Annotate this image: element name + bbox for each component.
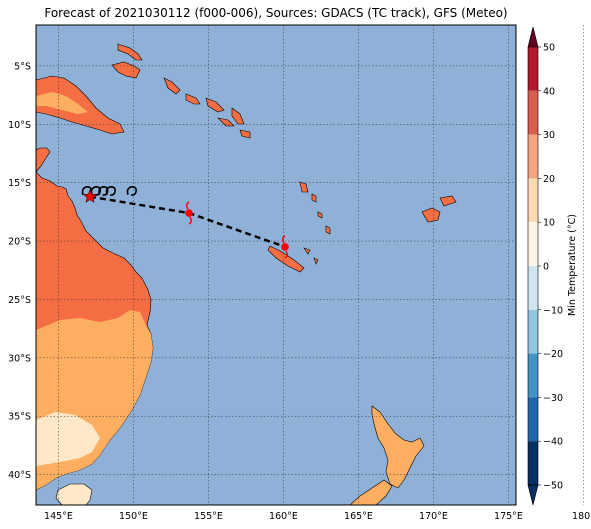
colorbar-tick-label: −40 <box>543 437 563 448</box>
new-guinea-land <box>36 75 125 135</box>
tc-forecast-point <box>281 243 289 251</box>
latitude-gridlines <box>36 65 516 475</box>
vanuatu-c <box>317 211 323 219</box>
colorbar-tick-label: 30 <box>543 130 555 141</box>
colorbar: 50 40 30 20 10 0 −10 −20 −30 −40 −50 Min Temperatu… <box>527 26 578 506</box>
landmasses <box>36 43 457 505</box>
lat-tick-label: 30°S <box>8 353 31 364</box>
colorbar-band <box>528 178 538 223</box>
lon-tick-label: 175°E <box>494 511 523 522</box>
tc-forecast-arm <box>284 250 288 259</box>
lat-tick-label: 10°S <box>8 120 31 131</box>
new-britain-land <box>111 61 141 79</box>
lon-tick-label: 160°E <box>269 511 298 522</box>
lon-tick-label: 180° <box>572 511 591 522</box>
longitude-gridlines <box>58 25 584 505</box>
fiji-viti-levu <box>421 207 441 223</box>
lat-tick-label: 40°S <box>8 470 31 481</box>
solomon-islands-d <box>231 107 245 125</box>
colorbar-tick-label: 50 <box>543 43 555 54</box>
solomon-islands-e <box>217 117 235 127</box>
lon-tick-label: 145°E <box>44 511 73 522</box>
colorbar-tick-label: −50 <box>543 481 563 492</box>
lat-tick-label: 25°S <box>8 295 31 306</box>
lat-tick-label: 5°S <box>14 61 31 72</box>
colorbar-tick-label: 20 <box>543 174 555 185</box>
colorbar-tick-label: −30 <box>543 393 563 404</box>
tc-history-symbol <box>126 186 137 196</box>
map-border <box>35 24 517 506</box>
vanuatu-d <box>325 225 331 235</box>
cape-york-land <box>36 147 51 173</box>
colorbar-label: Min Temperature (°C) <box>567 214 578 316</box>
colorbar-tick-label: 10 <box>543 218 555 229</box>
tc-forecast-point <box>185 209 193 217</box>
colorbar-under-extension <box>527 484 539 506</box>
colorbar-tick-label: −20 <box>543 349 563 360</box>
colorbar-ticks: 50 40 30 20 10 0 −10 −20 −30 −40 −50 <box>538 43 563 492</box>
new-caledonia-land <box>267 245 305 273</box>
colorbar-band <box>528 309 538 354</box>
colorbar-band <box>528 90 538 135</box>
new-ireland-land <box>117 43 143 61</box>
longitude-tick-labels: 145°E150°E155°E160°E165°E170°E175°E180°1… <box>44 511 591 522</box>
tasmania-land <box>55 483 93 505</box>
tc-current-position-star <box>82 189 98 203</box>
colorbar-band <box>528 266 538 310</box>
lat-tick-label: 35°S <box>8 412 31 423</box>
colorbar-band <box>528 134 538 179</box>
colorbar-band <box>528 441 538 485</box>
fiji-vanua-levu <box>439 195 457 207</box>
nz-south-island <box>349 479 393 505</box>
lon-tick-label: 155°E <box>194 511 223 522</box>
solomon-islands-a <box>163 77 181 95</box>
solomon-islands-b <box>185 93 201 105</box>
solomon-islands-c <box>205 97 225 113</box>
tc-forecast-arm <box>186 201 190 210</box>
latitude-tick-labels: 5°S 10°S 15°S 20°S 25°S 30°S 35°S 40°S <box>8 61 31 481</box>
solomon-islands-f <box>239 129 251 139</box>
loyalty-islands <box>303 247 319 265</box>
new-guinea-highland <box>36 92 88 114</box>
australia-cool-zone <box>36 412 100 466</box>
tc-forecast-arm <box>188 216 192 225</box>
lat-tick-label: 20°S <box>8 237 31 248</box>
map-panel: 5°S 10°S 15°S 20°S 25°S 30°S 35°S 40°S 145°E 150… <box>8 24 591 522</box>
tc-track-layer <box>81 186 289 259</box>
lon-tick-label: 150°E <box>119 511 148 522</box>
colorbar-tick-label: −10 <box>543 305 563 316</box>
nz-north-island <box>371 405 425 489</box>
colorbar-tick-label: 0 <box>543 262 549 273</box>
colorbar-bands <box>527 26 539 506</box>
vanuatu-a <box>299 181 309 193</box>
colorbar-tick-label: 40 <box>543 86 555 97</box>
lon-tick-label: 170°E <box>419 511 448 522</box>
lat-tick-label: 15°S <box>8 178 31 189</box>
lon-tick-label: 165°E <box>344 511 373 522</box>
colorbar-band <box>528 353 538 398</box>
colorbar-band <box>528 397 538 442</box>
colorbar-over-extension <box>527 26 539 48</box>
colorbar-band <box>528 222 538 266</box>
colorbar-band <box>528 47 538 91</box>
tc-forecast-arm <box>282 235 286 244</box>
tc-history-symbol <box>105 186 116 196</box>
map-title: Forecast of 2021030112 (f000-006), Sourc… <box>44 6 508 20</box>
vanuatu-b <box>311 193 317 203</box>
